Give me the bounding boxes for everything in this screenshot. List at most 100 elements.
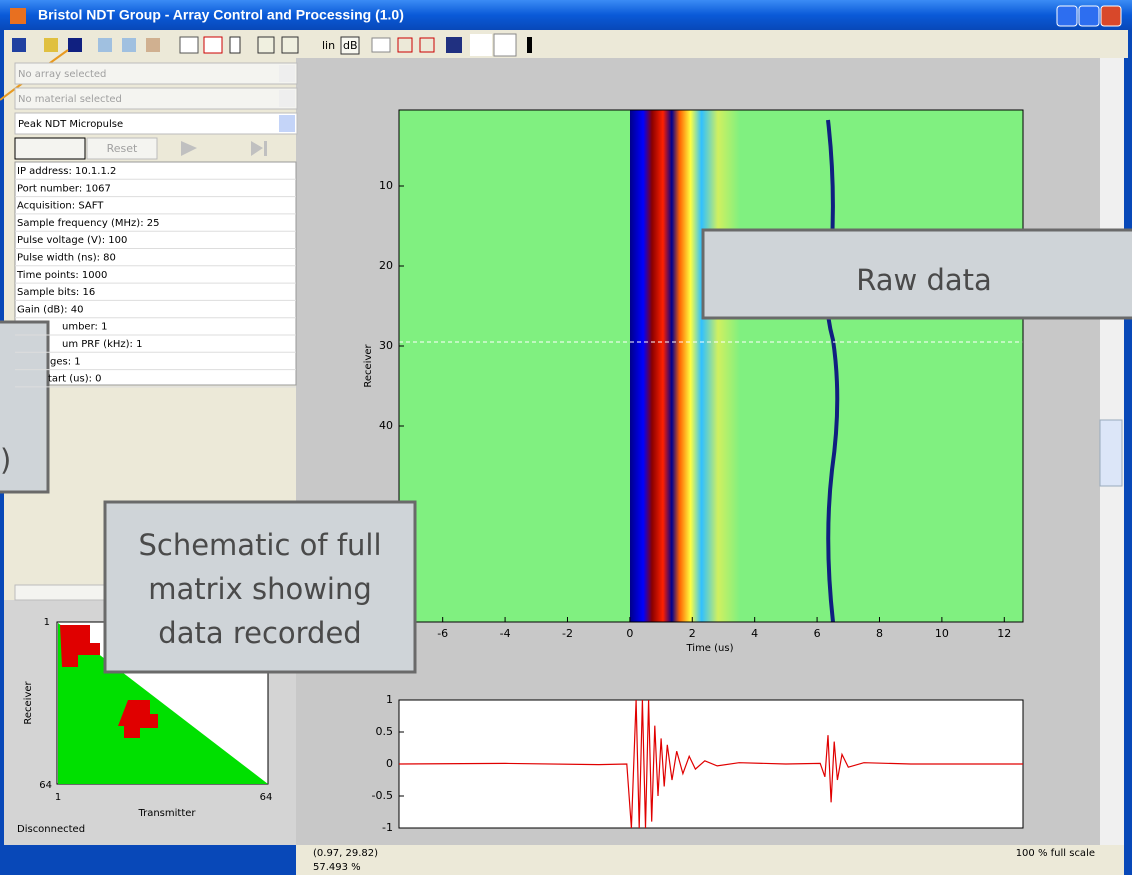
x-tick-label: 0 [626,627,633,640]
tool-zoom-out[interactable] [122,38,136,52]
setting: ges: 1 [50,356,81,367]
tool-zoom-in[interactable] [98,38,112,52]
dropdown[interactable] [14,62,298,85]
matrix-blob-b [118,700,158,738]
dropdown-arrow [279,65,295,82]
v-scroll-thumb[interactable] [1099,419,1123,487]
status-scale: 100 % full scale [1016,848,1095,859]
x-tick-label: 2 [689,627,696,640]
raw-xlabel: Time (us) [685,643,733,654]
x-tick-label: 4 [751,627,758,640]
setting: IP address: 10.1.1.2 [17,166,116,177]
setting: Pulse voltage (V): 100 [17,235,127,246]
button-reset[interactable] [86,137,158,160]
matrix-blob-a [60,625,100,667]
dropdown-arrow [279,90,295,107]
window-buttons[interactable] [1056,5,1122,27]
button-step-bar [264,141,267,156]
close[interactable] [1100,5,1122,27]
x-tick-label: 10 [935,627,949,640]
callout-schematic-text: Schematic of full [138,528,381,562]
setting: Sample bits: 16 [17,287,95,298]
tool-e[interactable] [281,36,299,54]
callout-schematic-text: data recorded [158,616,361,650]
tool-i[interactable] [446,37,462,53]
matrix-x-tick: 64 [260,792,273,803]
callout-raw [701,228,1132,320]
matrix-y-tick: 64 [39,780,52,791]
setting: Sample frequency (MHz): 25 [17,218,159,229]
overlay: Schematic of full matrix showing data reco… [103,500,417,674]
setting: Pulse width (ns): 80 [17,253,116,264]
callout-schematic [103,500,417,674]
tool-load[interactable] [68,38,82,52]
toolbar [4,30,1128,58]
tool-f[interactable] [371,37,391,53]
settings-list [14,161,297,386]
setting: tart (us): 0 [48,374,102,385]
matrix-x-tick: 1 [55,792,61,803]
tool-save[interactable] [12,38,26,52]
y-tick-label: -1 [382,821,393,834]
dropdown-text: No material selected [18,94,122,105]
tool-k[interactable] [493,33,517,57]
window-title: Bristol NDT Group - Array Control and Pr… [38,7,404,23]
button-connect[interactable] [14,137,86,160]
y-tick-label: 40 [379,419,393,432]
tool-j[interactable] [470,34,492,56]
tool-d[interactable] [257,36,275,54]
raw-plot [398,109,1024,623]
dropdown-text: No array selected [18,69,106,80]
tool-g[interactable] [397,37,413,53]
dropdown[interactable] [14,87,298,110]
dropdown[interactable] [14,112,298,135]
tool-open[interactable] [44,38,58,52]
x-tick-label: -4 [500,627,511,640]
setting: um PRF (kHz): 1 [62,339,142,350]
raw-axes-box [398,109,1024,623]
raw-ylabel: Receiver [363,343,374,387]
status-cursor: (0.97, 29.82) [313,848,378,859]
minimize[interactable] [1056,5,1078,27]
raw-reflection [824,119,840,623]
y-tick-label: 30 [379,339,393,352]
status-bar [296,845,1124,875]
callout-schematic-text: matrix showing [148,572,372,606]
title-bar [0,0,1132,30]
y-tick-label: -0.5 [372,789,393,802]
button-step[interactable] [251,141,263,156]
setting: Port number: 1067 [17,183,111,194]
ascan-line [399,700,1023,828]
tool-pan[interactable] [146,38,160,52]
maximize[interactable] [1078,5,1100,27]
toolbar-icons [12,33,532,57]
tool-c[interactable] [229,36,241,54]
x-tick-label: -2 [562,627,573,640]
matrix-y-tick: 1 [44,617,50,628]
matrix-ylabel: Receiver [23,680,34,724]
x-tick-label: 8 [876,627,883,640]
x-tick-label: 12 [997,627,1011,640]
callout-raw-text: Raw data [856,263,992,297]
dropdown-arrow [279,115,295,132]
y-tick-label: 10 [379,179,393,192]
app-icon [10,8,26,24]
tool-a[interactable] [179,36,199,54]
tool-b[interactable] [203,36,223,54]
tool-db-box[interactable] [340,36,360,55]
matrix-xlabel: Transmitter [137,808,196,819]
y-tick-label: 20 [379,259,393,272]
button-play[interactable] [181,141,197,156]
tool-h[interactable] [419,37,435,53]
x-tick-label: 6 [814,627,821,640]
tool-l[interactable] [527,37,532,53]
tool-lin[interactable]: lin [322,39,335,52]
y-tick-label: 1 [386,693,393,706]
callout-left-text: ) [0,443,11,477]
reset-label[interactable]: Reset [107,142,138,155]
tool-db[interactable]: dB [343,39,358,52]
y-tick-label: 0 [386,757,393,770]
dropdown-text: Peak NDT Micropulse [18,119,123,130]
setting: Gain (dB): 40 [17,304,83,315]
